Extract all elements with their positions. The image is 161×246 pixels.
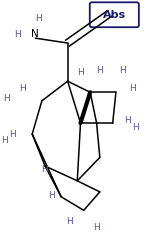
Text: H: H: [35, 14, 42, 23]
Text: H: H: [48, 191, 55, 200]
Text: H: H: [124, 116, 131, 125]
Text: H: H: [19, 84, 26, 93]
Text: H: H: [14, 30, 21, 39]
Text: H: H: [41, 165, 47, 174]
Text: H: H: [9, 130, 16, 138]
Text: H: H: [132, 123, 139, 132]
Text: N: N: [31, 30, 38, 39]
Text: H: H: [66, 217, 73, 226]
Text: H: H: [129, 84, 136, 93]
Text: H: H: [77, 68, 84, 77]
Text: H: H: [96, 66, 103, 75]
Text: H: H: [3, 94, 10, 103]
Text: Abs: Abs: [103, 10, 126, 20]
Text: H: H: [93, 223, 100, 232]
Text: H: H: [2, 136, 8, 145]
Text: H: H: [119, 66, 126, 75]
FancyBboxPatch shape: [90, 2, 139, 27]
